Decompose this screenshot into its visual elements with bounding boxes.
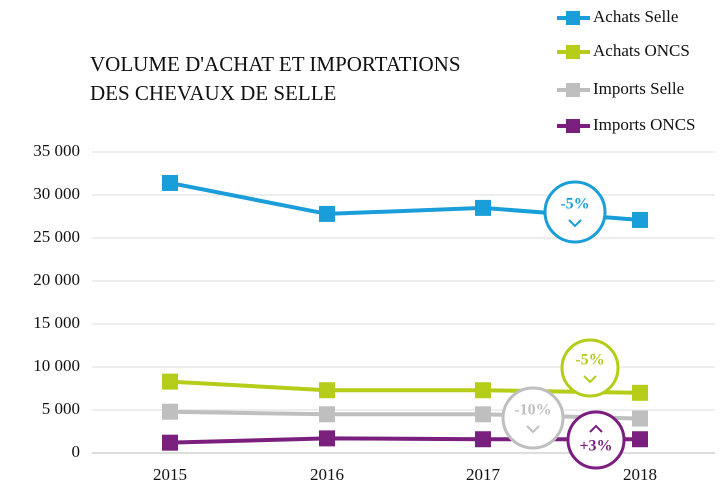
legend-marker bbox=[566, 11, 580, 25]
annotation-label: +3% bbox=[579, 438, 612, 455]
legend-marker bbox=[566, 119, 580, 133]
legend-label: Imports Selle bbox=[593, 79, 684, 98]
data-point bbox=[162, 403, 178, 420]
annotation-chevron bbox=[589, 424, 603, 433]
data-point bbox=[632, 431, 648, 448]
data-point bbox=[632, 211, 648, 228]
data-point bbox=[632, 384, 648, 401]
x-tick-label: 2015 bbox=[153, 465, 187, 484]
data-point bbox=[319, 205, 335, 222]
series-line bbox=[169, 379, 641, 395]
annotation-label: -5% bbox=[560, 196, 589, 213]
series-line bbox=[169, 436, 640, 445]
y-tick-label: 0 bbox=[72, 442, 81, 461]
x-tick-label: 2017 bbox=[466, 465, 501, 484]
legend-label: Achats Selle bbox=[593, 7, 678, 26]
y-tick-label: 15 000 bbox=[33, 313, 80, 332]
y-tick-label: 10 000 bbox=[33, 356, 80, 375]
y-tick-label: 25 000 bbox=[33, 227, 80, 246]
legend-marker bbox=[566, 83, 580, 97]
y-tick-label: 20 000 bbox=[33, 270, 80, 289]
legend-label: Achats ONCS bbox=[593, 41, 690, 60]
data-point bbox=[475, 199, 491, 216]
annotation-chevron bbox=[526, 425, 540, 434]
y-tick-label: 5 000 bbox=[42, 399, 80, 418]
annotation-circle bbox=[560, 338, 620, 398]
annotation-chevron bbox=[568, 219, 582, 228]
data-point bbox=[475, 382, 491, 399]
annotation-chevron bbox=[583, 375, 597, 384]
x-tick-label: 2018 bbox=[623, 465, 657, 484]
data-point bbox=[162, 174, 178, 191]
data-point bbox=[632, 410, 648, 427]
data-point bbox=[319, 430, 335, 447]
legend-label: Imports ONCS bbox=[593, 115, 695, 134]
x-tick-label: 2016 bbox=[310, 465, 344, 484]
annotation-label: -10% bbox=[514, 402, 551, 419]
chart-title: VOLUME D'ACHAT ET IMPORTATIONS bbox=[90, 52, 461, 76]
data-point bbox=[319, 382, 335, 399]
y-tick-label: 30 000 bbox=[33, 184, 80, 203]
annotation-label: -5% bbox=[575, 352, 604, 369]
data-point bbox=[319, 406, 335, 423]
annotation-circle bbox=[543, 180, 607, 244]
data-point bbox=[475, 406, 491, 423]
data-point bbox=[162, 373, 178, 390]
data-point bbox=[475, 431, 491, 448]
annotation-circle bbox=[501, 386, 565, 450]
y-tick-label: 35 000 bbox=[33, 141, 80, 160]
series-line bbox=[169, 409, 641, 421]
annotation-circle bbox=[566, 410, 626, 470]
data-point bbox=[162, 434, 178, 451]
chart-title: DES CHEVAUX DE SELLE bbox=[90, 81, 336, 105]
legend-marker bbox=[566, 45, 580, 59]
